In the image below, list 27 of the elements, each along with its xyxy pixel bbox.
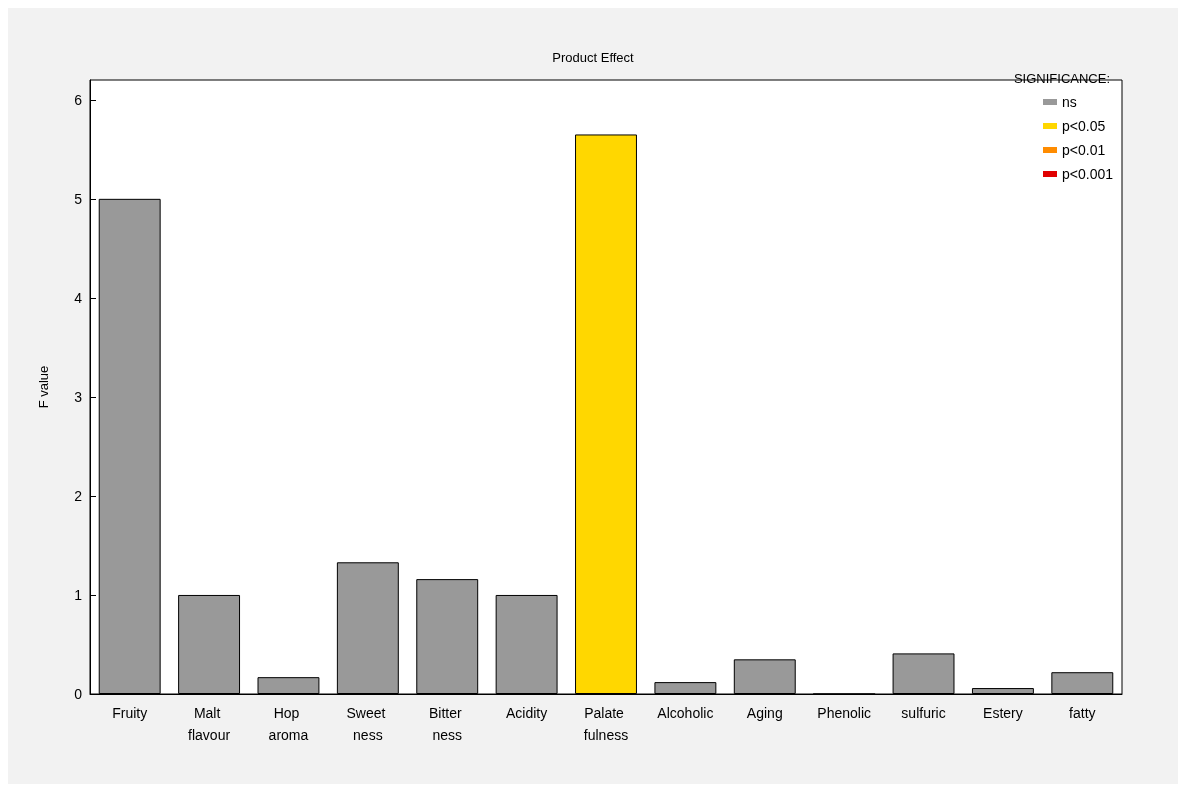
legend-label: p<0.01 bbox=[1062, 142, 1106, 158]
y-axis-title: F value bbox=[36, 365, 51, 409]
legend-title: SIGNIFICANCE: bbox=[1013, 71, 1111, 86]
legend-label: p<0.05 bbox=[1062, 118, 1106, 134]
chart-title: Product Effect bbox=[552, 50, 635, 65]
x-tick-label: Fruity bbox=[112, 705, 148, 721]
x-tick-label: Sweet ness bbox=[346, 705, 390, 743]
x-tick-label: Hop aroma bbox=[268, 705, 309, 743]
y-tick-label: 6 bbox=[74, 91, 83, 108]
x-tick-label: Estery bbox=[983, 705, 1023, 721]
x-tick-label: Malt flavour bbox=[188, 705, 231, 743]
x-tick-label: Alcoholic bbox=[657, 705, 714, 721]
x-tick-label: Acidity bbox=[506, 705, 548, 721]
legend-label: p<0.001 bbox=[1062, 166, 1114, 182]
x-tick-label: Palate fulness bbox=[583, 705, 629, 743]
y-tick-label: 3 bbox=[74, 388, 83, 405]
x-tick-label: sulfuric bbox=[901, 705, 946, 721]
x-tick-label: Aging bbox=[746, 705, 783, 721]
y-tick-label: 1 bbox=[74, 586, 83, 603]
x-tick-label: Bitter ness bbox=[428, 705, 466, 743]
y-tick-label: 5 bbox=[74, 190, 83, 207]
x-tick-label: fatty bbox=[1069, 705, 1096, 721]
y-tick-label: 0 bbox=[74, 686, 83, 702]
y-tick-label: 2 bbox=[74, 487, 83, 504]
x-tick-label: Phenolic bbox=[817, 705, 872, 721]
y-tick-label: 4 bbox=[74, 289, 83, 306]
legend-label: ns bbox=[1062, 94, 1077, 110]
